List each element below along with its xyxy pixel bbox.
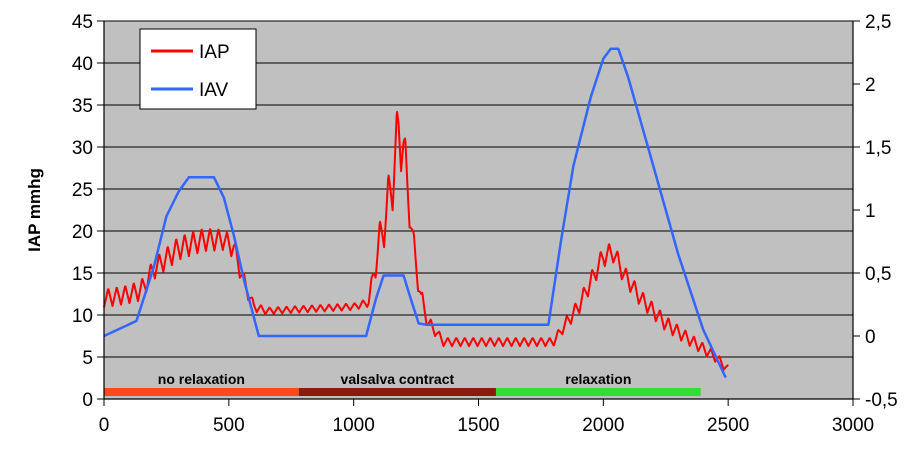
phase-bars: no relaxation valsalva contract relaxation <box>104 371 701 396</box>
x-tick-label: 0 <box>99 415 110 436</box>
y-tick-label: 25 <box>72 180 93 201</box>
y2-tick-label: 0,5 <box>865 264 891 285</box>
y-tick-label: 35 <box>72 96 93 117</box>
series-line-iav <box>103 47 727 379</box>
x-tick-label: 2000 <box>582 415 624 436</box>
series-line-iap <box>103 110 729 371</box>
legend: IAP IAV <box>139 28 257 110</box>
legend-label: IAV <box>199 80 229 101</box>
phase-bar <box>495 388 701 396</box>
y2-tick-label: -0,5 <box>865 390 898 411</box>
y-tick-label: 40 <box>72 54 93 75</box>
y2-tick-label: 0 <box>865 327 876 348</box>
y2-axis-ticks: -0,5 0 0,5 1 1,5 2 2,5 <box>853 12 898 411</box>
x-axis-ticks: 0 500 1000 1500 2000 2500 3000 <box>99 399 874 436</box>
phase-label: valsalva contract <box>341 371 455 387</box>
legend-box <box>139 28 257 110</box>
y2-tick-label: 2 <box>865 75 876 96</box>
series-group <box>103 47 729 379</box>
y-tick-label: 15 <box>72 264 93 285</box>
y-axis-ticks: 0 5 10 15 20 25 30 35 40 45 <box>72 12 104 411</box>
y-axis-title: IAP mmhg <box>25 168 44 252</box>
x-tick-label: 1500 <box>457 415 499 436</box>
y-tick-label: 45 <box>72 12 93 33</box>
phase-bar <box>298 388 496 396</box>
x-tick-label: 500 <box>213 415 245 436</box>
phase-bar <box>104 388 299 396</box>
y-tick-label: 10 <box>72 306 93 327</box>
y2-tick-label: 1 <box>865 201 876 222</box>
y-tick-label: 20 <box>72 222 93 243</box>
x-tick-label: 1000 <box>333 415 375 436</box>
y-tick-label: 5 <box>82 348 93 369</box>
phase-label: no relaxation <box>158 371 245 387</box>
y-tick-label: 30 <box>72 138 93 159</box>
x-tick-label: 3000 <box>832 415 874 436</box>
y-tick-label: 0 <box>82 390 93 411</box>
y2-tick-label: 1,5 <box>865 138 891 159</box>
phase-label: relaxation <box>565 371 631 387</box>
x-tick-label: 2500 <box>707 415 749 436</box>
y2-tick-label: 2,5 <box>865 12 891 33</box>
legend-label: IAP <box>199 42 230 63</box>
